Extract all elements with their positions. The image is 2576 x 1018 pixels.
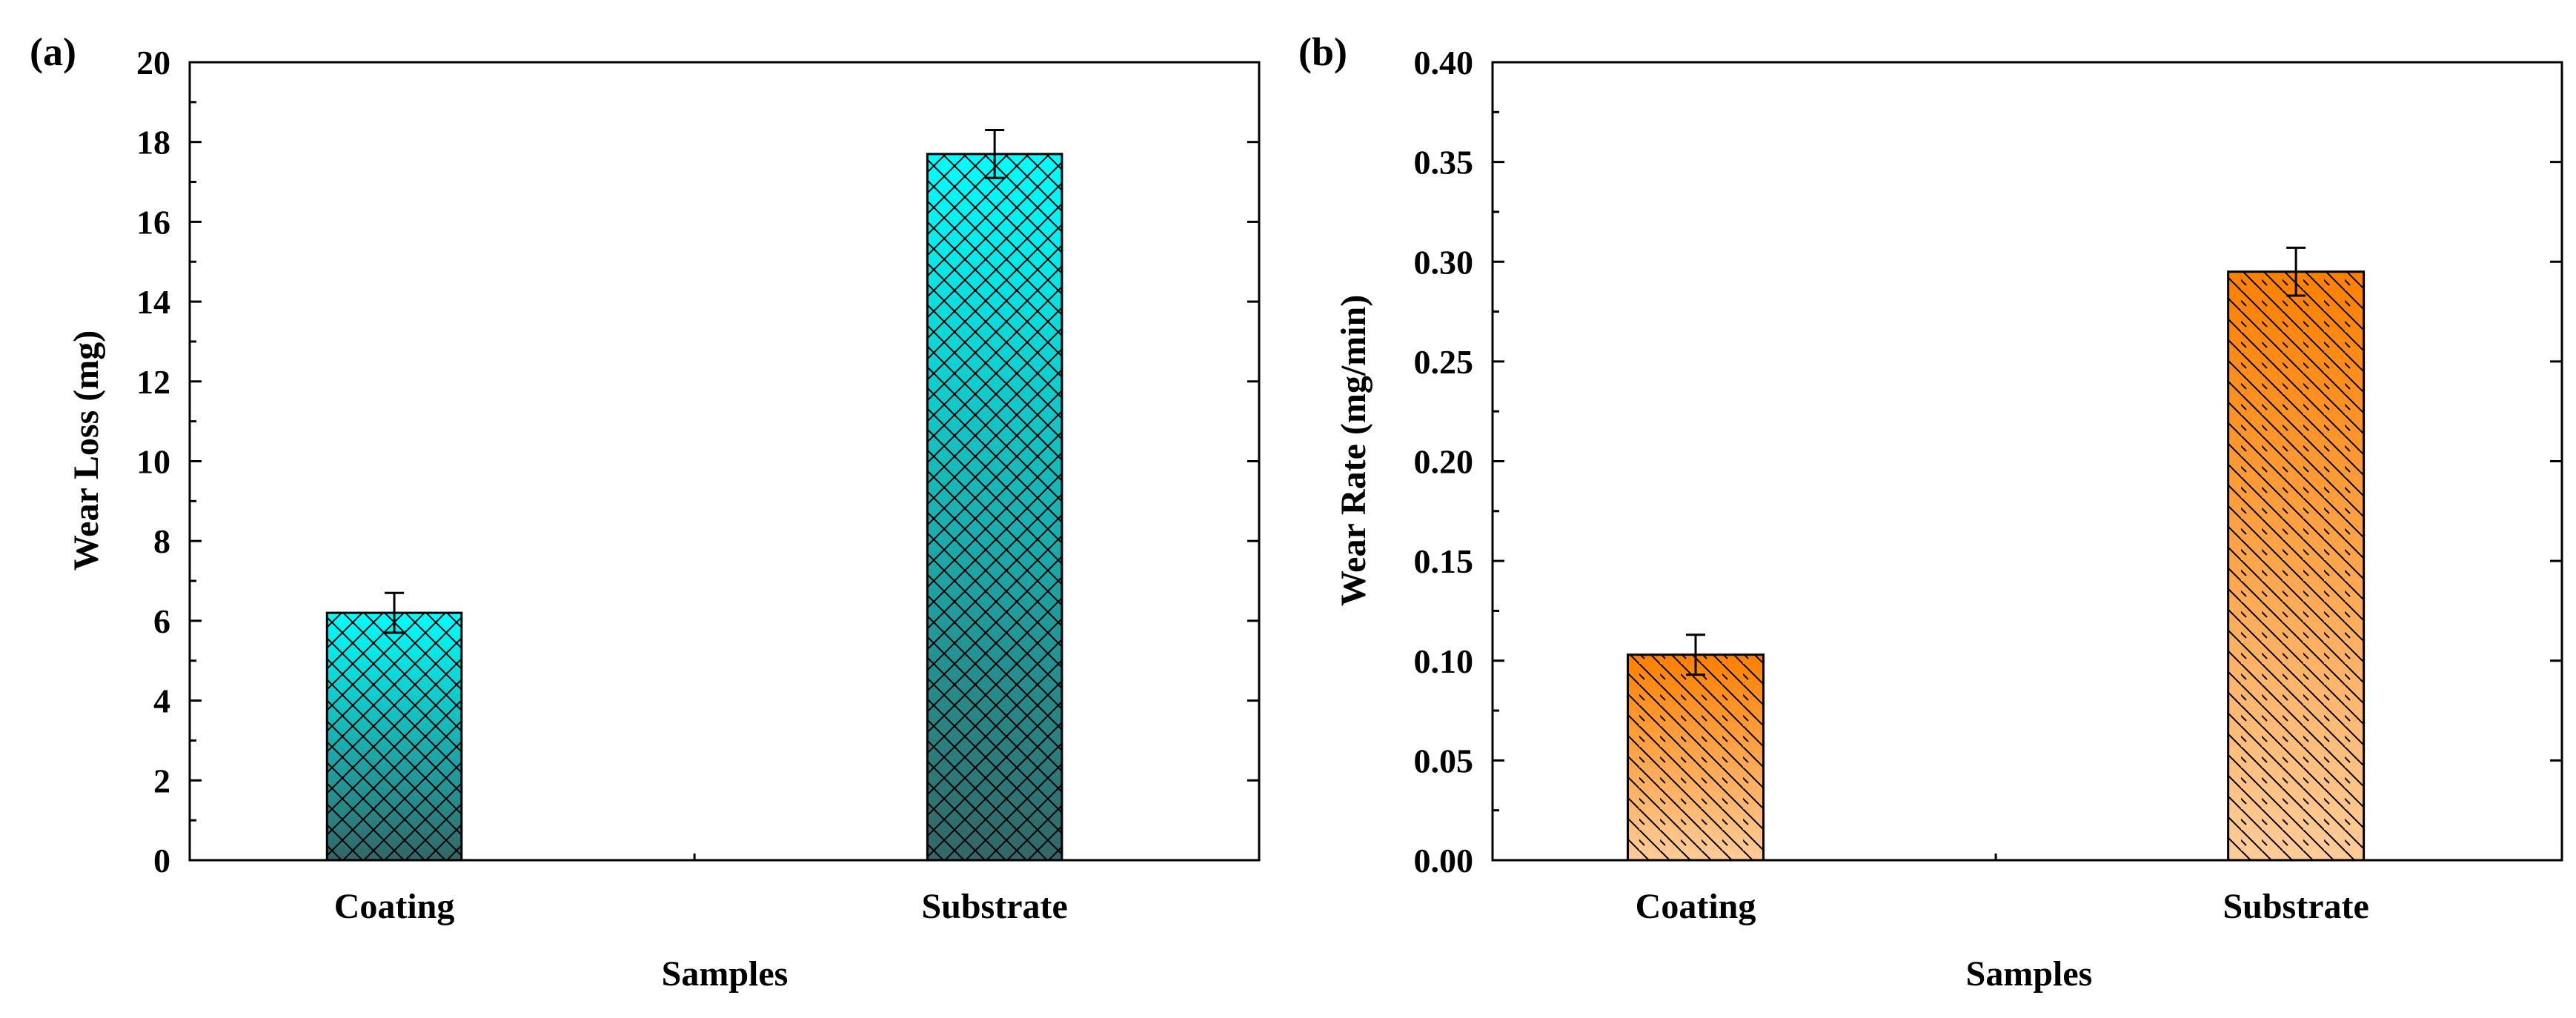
panel-b-x-tick-label: Coating (1636, 887, 1756, 926)
panel-b-y-tick-label: 0.15 (1414, 542, 1474, 580)
panel-a-y-tick-label: 0 (153, 842, 170, 879)
panel-a-y-tick-label: 10 (136, 443, 170, 481)
panel-a-x-axis-label: Samples (662, 954, 789, 994)
panel-a-errorbar-substrate (985, 129, 1005, 179)
panel-a-x-tick-label: Coating (334, 887, 455, 926)
panel-a-bar-substrate (926, 153, 1063, 862)
panel-a-y-tick-label: 18 (136, 124, 170, 162)
panel-b-y-tick-label: 0.40 (1414, 44, 1474, 81)
panel-a-plot-frame (188, 61, 1261, 862)
panel-a-y-tick-label: 14 (136, 283, 170, 321)
panel-b-errorbar-substrate (2286, 246, 2306, 297)
panel-b-y-tick-label: 0.00 (1414, 842, 1474, 879)
panel-a-y-tick-label: 20 (136, 44, 170, 81)
panel-b-y-tick-label: 0.05 (1414, 742, 1474, 779)
bar-hatch (1627, 653, 1765, 862)
panel-a-y-tick-label: 6 (153, 602, 170, 640)
panel-a-y-tick-label: 4 (153, 682, 170, 720)
panel-b-label: (b) (1298, 30, 1347, 74)
panel-b-plot-frame (1491, 61, 2563, 862)
panel-a-bar-coating (325, 611, 463, 862)
bar-hatch (325, 611, 463, 862)
panel-a-y-tick-label: 16 (136, 203, 170, 241)
panel-b-x-axis-label: Samples (1966, 954, 2093, 994)
panel-b-y-axis-label: Wear Rate (mg/min) (1334, 295, 1373, 606)
panel-a-y-tick-label: 8 (153, 522, 170, 560)
panel-b-y-tick-label: 0.10 (1414, 642, 1474, 680)
panel-b-y-tick-label: 0.20 (1414, 443, 1474, 481)
panel-a-wear-loss: (a) Wear Loss (mg) Samples 0 2 4 6 8 10 12 14 16… (30, 30, 1261, 994)
panel-a-y-axis-label: Wear Loss (mg) (67, 330, 106, 570)
panel-b-x-tick-label: Substrate (2223, 887, 2368, 926)
panel-b-bar-coating (1627, 653, 1765, 862)
panel-a-errorbar-coating (385, 591, 405, 634)
panel-b-bar-substrate (2227, 270, 2366, 862)
bar-hatch (2227, 270, 2366, 862)
panel-a-y-tick-label: 2 (153, 762, 170, 799)
bar-hatch (926, 153, 1063, 862)
panel-b-wear-rate: (b) Wear Rate (mg/min) Samples 0.00 0.05 0… (1298, 30, 2563, 994)
panel-b-y-tick-label: 0.35 (1414, 144, 1474, 182)
panel-a-x-tick-label: Substrate (921, 887, 1067, 926)
panel-b-y-tick-label: 0.25 (1414, 343, 1474, 381)
panel-b-errorbar-coating (1686, 633, 1706, 676)
panel-b-y-tick-label: 0.30 (1414, 243, 1474, 281)
panel-a-label: (a) (30, 30, 76, 74)
panel-a-y-tick-label: 12 (136, 363, 170, 401)
